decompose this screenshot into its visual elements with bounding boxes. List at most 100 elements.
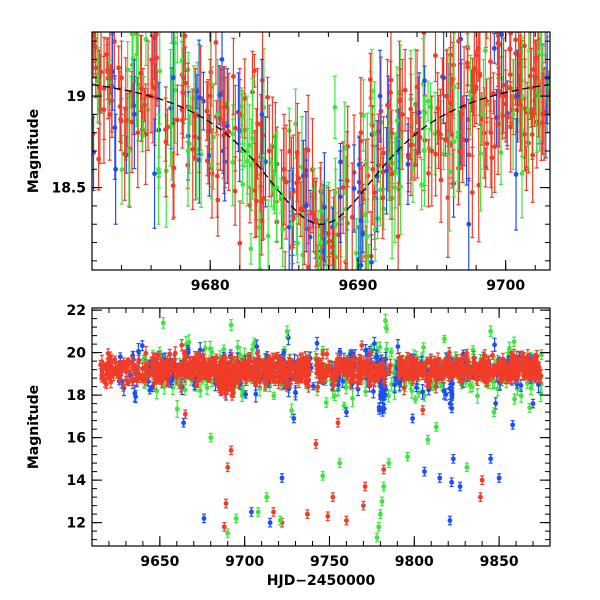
top-point-blue-marker bbox=[464, 137, 470, 143]
top-point-red bbox=[527, 32, 533, 120]
top-point-red-marker bbox=[528, 85, 534, 91]
top-point-red-marker bbox=[313, 219, 319, 225]
top-point-red-marker bbox=[532, 75, 538, 81]
bottom-point-blue-marker bbox=[335, 382, 341, 388]
top-point-red bbox=[501, 37, 506, 134]
top-point-blue-marker bbox=[303, 203, 309, 209]
top-point-red-marker bbox=[426, 170, 431, 176]
top-point-green-marker bbox=[361, 113, 366, 118]
top-point-green bbox=[289, 168, 294, 270]
top-point-blue bbox=[152, 118, 157, 229]
top-point-red-marker bbox=[207, 93, 213, 99]
top-point-red bbox=[232, 156, 238, 226]
bottom-point-green-marker bbox=[323, 400, 329, 405]
top-point-red-marker bbox=[529, 132, 535, 137]
bottom-point-green-marker bbox=[350, 395, 355, 401]
top-point-green-marker bbox=[265, 233, 271, 239]
bottom-point-blue bbox=[363, 344, 368, 357]
bottom-point-green-marker bbox=[343, 385, 349, 390]
top-point-red-marker bbox=[171, 165, 177, 171]
top-point-green-marker bbox=[362, 212, 368, 218]
top-point-red bbox=[381, 116, 386, 190]
top-point-red-marker bbox=[174, 117, 180, 123]
top-point-red-marker bbox=[473, 84, 479, 90]
top-point-blue-marker bbox=[322, 204, 327, 210]
bottom-point-green-marker bbox=[467, 382, 473, 388]
top-ytick-label: 19 bbox=[67, 89, 86, 105]
top-point-red-marker bbox=[380, 195, 386, 201]
top-point-red bbox=[438, 137, 444, 223]
top-point-red-marker bbox=[329, 244, 335, 250]
bottom-point-blue-marker bbox=[370, 389, 376, 394]
top-point-red bbox=[329, 228, 335, 267]
top-point-green-marker bbox=[519, 171, 525, 176]
top-point-red-marker bbox=[116, 65, 122, 71]
top-point-red-marker bbox=[237, 111, 243, 117]
top-point-red bbox=[541, 68, 547, 161]
bottom-point-green bbox=[174, 400, 180, 418]
top-point-red-marker bbox=[153, 32, 159, 37]
top-point-red-marker bbox=[213, 40, 219, 45]
top-point-red-marker bbox=[417, 135, 423, 140]
top-point-green bbox=[333, 168, 339, 270]
top-point-red bbox=[491, 72, 496, 115]
top-point-red-marker bbox=[242, 96, 248, 101]
top-ytick-label: 18.5 bbox=[51, 181, 86, 197]
bottom-point-green bbox=[475, 388, 480, 404]
top-point-red-marker bbox=[305, 147, 311, 153]
top-point-green-marker bbox=[333, 221, 339, 227]
bottom-point-green-marker bbox=[511, 339, 517, 345]
top-point-blue bbox=[286, 169, 292, 270]
bottom-point-green-marker bbox=[512, 396, 517, 402]
top-point-blue bbox=[513, 118, 519, 231]
top-point-green-marker bbox=[425, 98, 431, 104]
bottom-point-green bbox=[388, 347, 394, 357]
top-point-red-marker bbox=[298, 206, 304, 212]
top-point-red bbox=[532, 40, 538, 115]
top-point-green bbox=[185, 95, 191, 207]
top-point-red-marker bbox=[492, 144, 498, 150]
top-point-red bbox=[296, 132, 302, 225]
top-xtick-label: 9680 bbox=[191, 278, 230, 294]
top-point-red-marker bbox=[119, 75, 124, 81]
top-point-red bbox=[388, 60, 393, 125]
top-point-blue-marker bbox=[513, 171, 519, 177]
top-point-red bbox=[237, 68, 243, 161]
top-point-green bbox=[538, 32, 543, 48]
top-point-red-marker bbox=[466, 152, 472, 158]
top-point-green bbox=[353, 218, 359, 270]
top-point-red bbox=[507, 50, 513, 127]
top-point-blue-marker bbox=[131, 111, 137, 117]
top-point-red bbox=[395, 182, 401, 270]
top-point-red bbox=[458, 58, 464, 170]
bottom-point-green-marker bbox=[363, 389, 369, 395]
top-point-green bbox=[156, 113, 161, 225]
top-point-blue-marker bbox=[416, 110, 422, 115]
top-point-blue-marker bbox=[152, 171, 157, 177]
top-point-red-marker bbox=[109, 98, 115, 104]
top-point-blue-marker bbox=[206, 153, 212, 158]
top-point-red-marker bbox=[533, 55, 539, 61]
top-point-red-marker bbox=[395, 234, 401, 239]
top-point-green-marker bbox=[188, 105, 194, 111]
top-point-green-marker bbox=[482, 48, 488, 54]
top-point-red-marker bbox=[118, 116, 123, 122]
top-point-blue bbox=[515, 49, 520, 143]
bottom-point-green-marker bbox=[524, 380, 530, 386]
bottom-point-blue-marker bbox=[254, 344, 260, 350]
top-point-blue-marker bbox=[360, 231, 366, 237]
top-point-red bbox=[180, 91, 185, 149]
top-point-green bbox=[246, 104, 252, 187]
top-point-red bbox=[370, 113, 376, 225]
bottom-point-green-marker bbox=[538, 390, 544, 396]
top-point-green-marker bbox=[257, 267, 263, 270]
bottom-point-green-marker bbox=[421, 344, 426, 350]
top-point-green bbox=[332, 75, 338, 139]
top-point-red-marker bbox=[433, 151, 439, 157]
top-point-green-marker bbox=[208, 81, 214, 87]
bottom-point-green bbox=[377, 341, 383, 353]
top-point-blue bbox=[369, 234, 374, 270]
bottom-point-blue bbox=[314, 336, 320, 350]
top-point-blue bbox=[405, 123, 411, 205]
